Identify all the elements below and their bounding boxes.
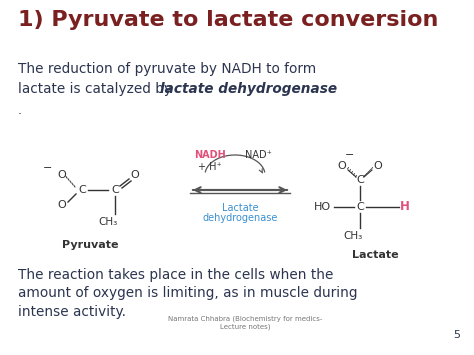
Text: −: −: [43, 163, 53, 173]
Text: dehydrogenase: dehydrogenase: [202, 213, 278, 223]
Text: O: O: [58, 170, 66, 180]
Text: 1) Pyruvate to lactate conversion: 1) Pyruvate to lactate conversion: [18, 10, 438, 30]
Text: CH₃: CH₃: [99, 217, 118, 227]
Text: C: C: [78, 185, 86, 195]
Text: O: O: [131, 170, 139, 180]
Text: 5: 5: [453, 330, 460, 340]
Text: H: H: [400, 201, 410, 213]
Text: −: −: [346, 150, 355, 160]
Text: lactate dehydrogenase: lactate dehydrogenase: [160, 82, 337, 96]
Text: Lactate: Lactate: [352, 250, 398, 260]
Text: NADH: NADH: [194, 150, 226, 160]
Text: The reaction takes place in the cells when the
amount of oxygen is limiting, as : The reaction takes place in the cells wh…: [18, 268, 357, 319]
Text: NAD⁺: NAD⁺: [245, 150, 272, 160]
Text: O: O: [337, 161, 346, 171]
Text: .: .: [18, 104, 22, 117]
Text: Pyruvate: Pyruvate: [62, 240, 118, 250]
Text: O: O: [58, 200, 66, 210]
Text: Lactate: Lactate: [222, 203, 258, 213]
Text: O: O: [374, 161, 383, 171]
Text: C: C: [111, 185, 119, 195]
Text: CH₃: CH₃: [343, 231, 363, 241]
Text: C: C: [356, 202, 364, 212]
Text: + H⁺: + H⁺: [198, 162, 222, 172]
Text: The reduction of pyruvate by NADH to form: The reduction of pyruvate by NADH to for…: [18, 62, 316, 76]
Text: C: C: [356, 175, 364, 185]
Text: HO: HO: [313, 202, 330, 212]
Text: lactate is catalyzed by: lactate is catalyzed by: [18, 82, 176, 96]
Text: Namrata Chhabra (Biochemistry for medics-
Lecture notes): Namrata Chhabra (Biochemistry for medics…: [168, 316, 322, 330]
